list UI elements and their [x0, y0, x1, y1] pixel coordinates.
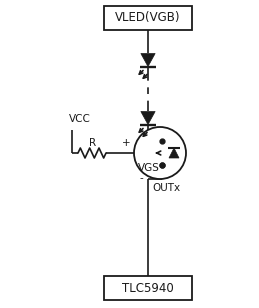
Text: VGS: VGS: [138, 163, 160, 173]
Text: OUTx: OUTx: [152, 183, 180, 193]
FancyBboxPatch shape: [104, 6, 192, 30]
Text: VCC: VCC: [69, 114, 91, 124]
Circle shape: [134, 127, 186, 179]
Text: R: R: [89, 138, 97, 148]
Polygon shape: [169, 148, 179, 158]
Polygon shape: [141, 111, 155, 124]
Polygon shape: [141, 54, 155, 67]
Text: -: -: [140, 173, 144, 183]
Text: VLED(VGB): VLED(VGB): [115, 11, 181, 25]
Text: +: +: [122, 138, 130, 148]
Text: TLC5940: TLC5940: [122, 282, 174, 294]
FancyBboxPatch shape: [104, 276, 192, 300]
